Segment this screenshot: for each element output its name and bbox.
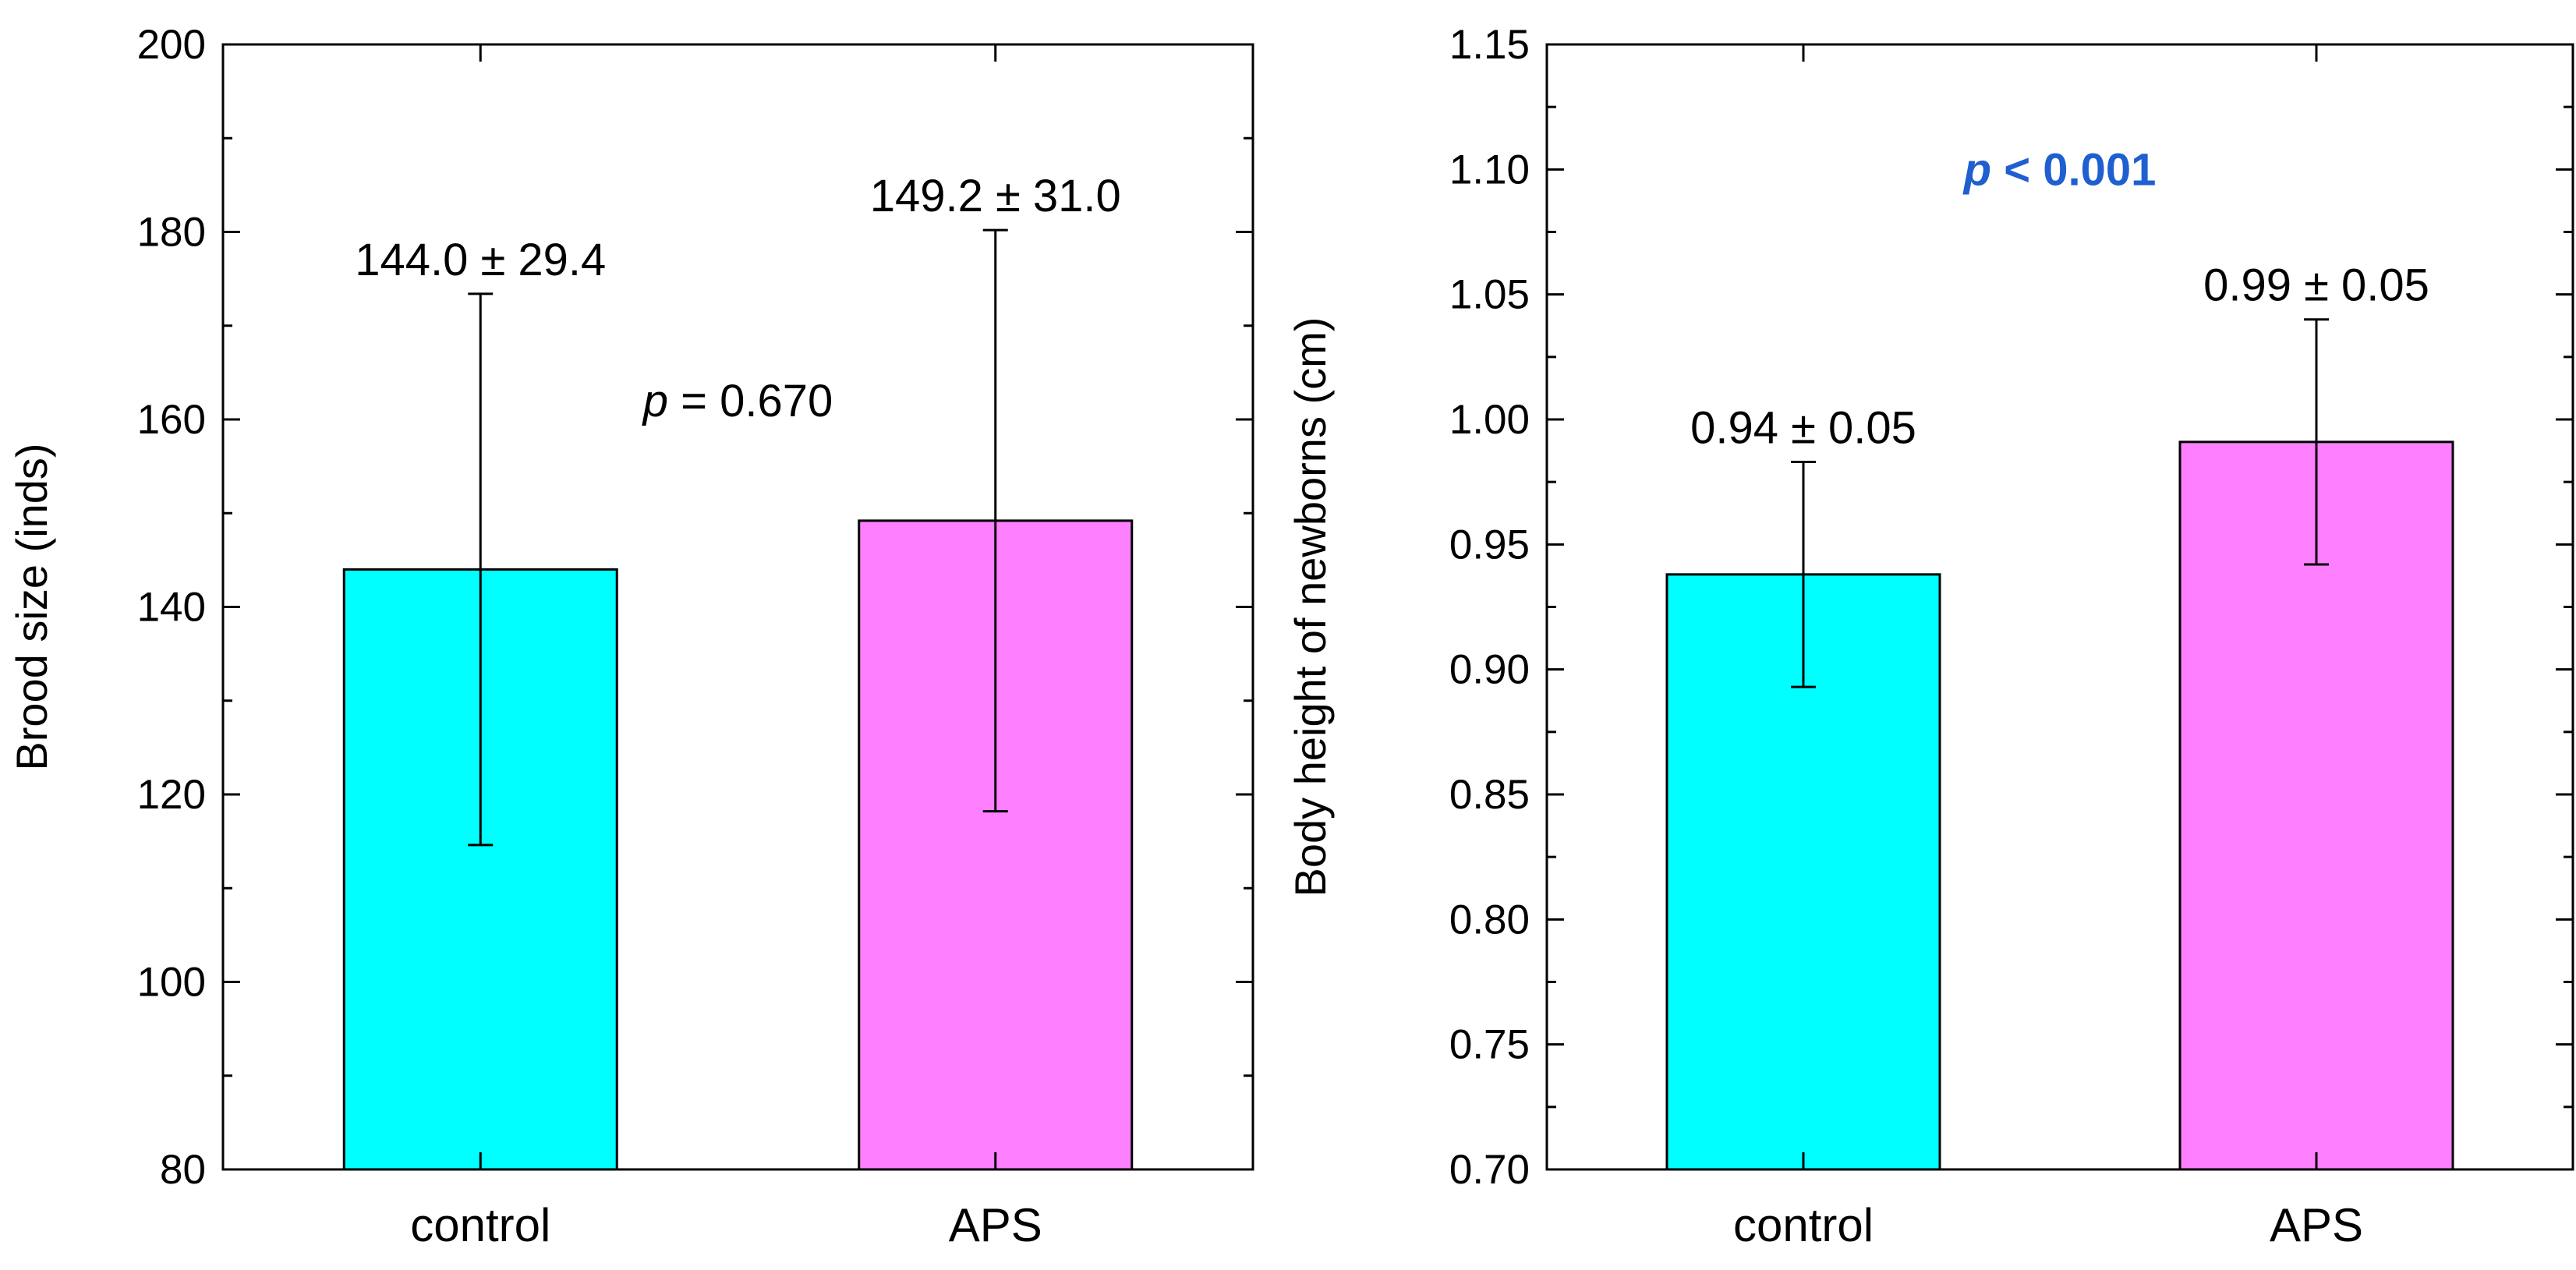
p-symbol: p [1962,144,1991,195]
x-tick-label: control [1733,1199,1874,1251]
y-tick-label: 100 [137,960,206,1006]
y-tick-label: 1.05 [1449,272,1530,318]
y-tick-label: 0.85 [1449,772,1530,818]
x-tick-label: APS [2270,1199,2363,1251]
y-tick-label: 0.75 [1449,1022,1530,1068]
y-tick-label: 180 [137,210,206,256]
y-tick-label: 0.70 [1449,1147,1530,1193]
y-tick-label: 1.10 [1449,147,1530,193]
body-height-chart: 0.94 ± 0.05 0.99 ± 0.05 0.70 0.75 0.80 0.85 0.… [1286,22,2574,1251]
y-tick-label: 200 [137,22,206,68]
bar-value-label: 144.0 ± 29.4 [355,235,606,285]
y-tick-label: 1.00 [1449,397,1530,443]
bar-value-label: 149.2 ± 31.0 [870,171,1121,221]
p-symbol: p [642,376,668,426]
x-tick-label: control [410,1199,550,1251]
x-tick-label: APS [949,1199,1042,1251]
p-value-text: < 0.001 [1991,144,2156,195]
bar-value-label: 0.99 ± 0.05 [2203,260,2429,311]
y-tick-label: 80 [160,1147,206,1193]
y-axis-title: Body height of newborns (cm) [1286,317,1335,897]
y-tick-label: 140 [137,585,206,631]
y-tick-label: 1.15 [1449,22,1530,68]
y-tick-label: 120 [137,772,206,818]
y-tick-label: 0.80 [1449,897,1530,943]
error-bar-aps [982,228,1008,813]
error-bar-control [468,292,494,847]
p-value-annotation: p = 0.670 [642,376,833,426]
brood-size-chart: 144.0 ± 29.4 149.2 ± 31.0 80 100 120 140 160 18… [7,22,1254,1251]
y-tick-label: 160 [137,397,206,443]
bar-value-label: 0.94 ± 0.05 [1690,403,1916,454]
error-bar-control [1791,461,1816,688]
p-value-annotation: p < 0.001 [1962,144,2157,195]
error-bar-aps [2304,318,2329,566]
y-tick-label: 0.95 [1449,522,1530,568]
y-axis-title: Brood size (inds) [7,443,56,770]
p-value-text: = 0.670 [668,376,833,426]
y-tick-label: 0.90 [1449,647,1530,693]
